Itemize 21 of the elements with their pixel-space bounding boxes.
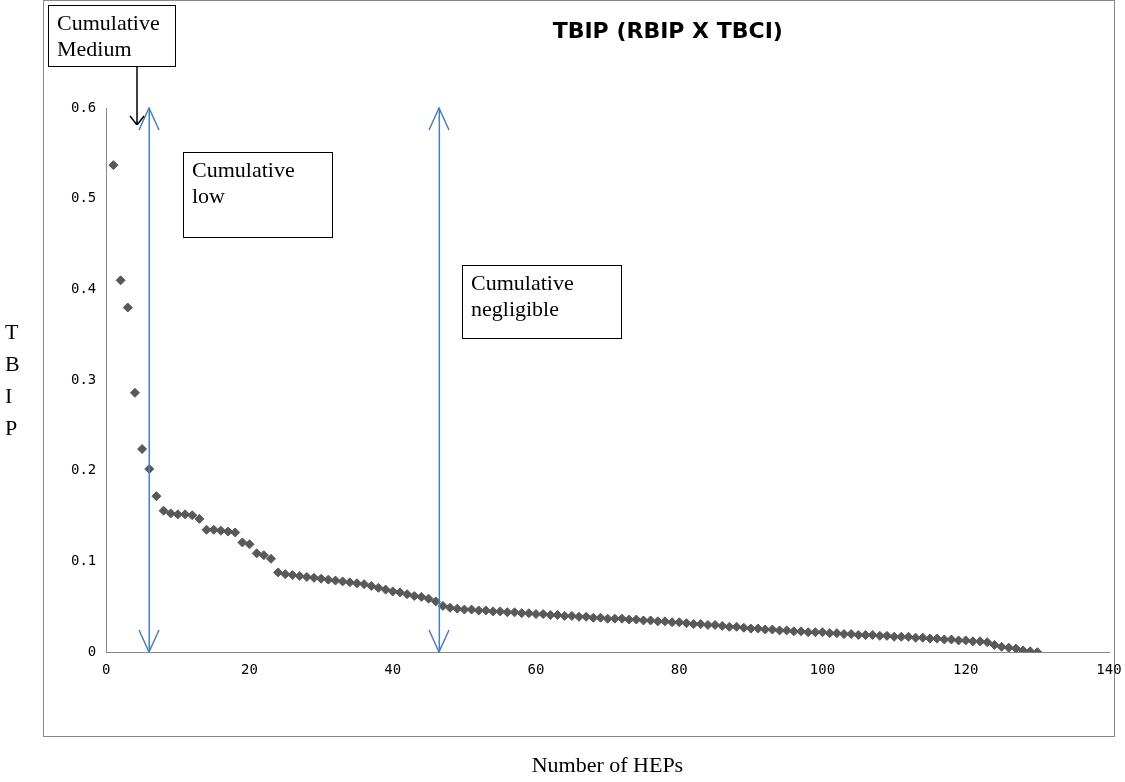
chart-title: TBIP (RBIP X TBCI) — [552, 18, 783, 43]
x-tick-label: 120 — [953, 661, 979, 678]
y-tick-label: 0.3 — [70, 370, 97, 387]
x-tick-label: 0 — [102, 661, 111, 678]
annotation: Cumulative low — [183, 152, 333, 238]
y-axis-title: TBIP — [5, 318, 20, 443]
x-tick-label: 140 — [1096, 661, 1122, 678]
x-tick-label: 60 — [527, 661, 545, 678]
x-tick-label: 80 — [670, 661, 688, 678]
x-tick-label: 40 — [384, 661, 402, 678]
y-tick-label: 0.6 — [70, 98, 97, 115]
y-tick-label: 0.4 — [70, 280, 97, 297]
x-tick-label: 100 — [809, 661, 836, 678]
y-tick-label: 0 — [87, 642, 97, 659]
x-tick-label: 20 — [241, 661, 258, 678]
y-tick-label: 0.1 — [70, 552, 97, 569]
annotation: Cumulative negligible — [462, 265, 622, 339]
text: Cumulative Medium — [48, 5, 176, 67]
y-tick-label: 0.5 — [70, 189, 97, 206]
y-tick-label: 0.2 — [70, 461, 97, 478]
x-axis-title: Number of HEPs — [531, 752, 684, 778]
